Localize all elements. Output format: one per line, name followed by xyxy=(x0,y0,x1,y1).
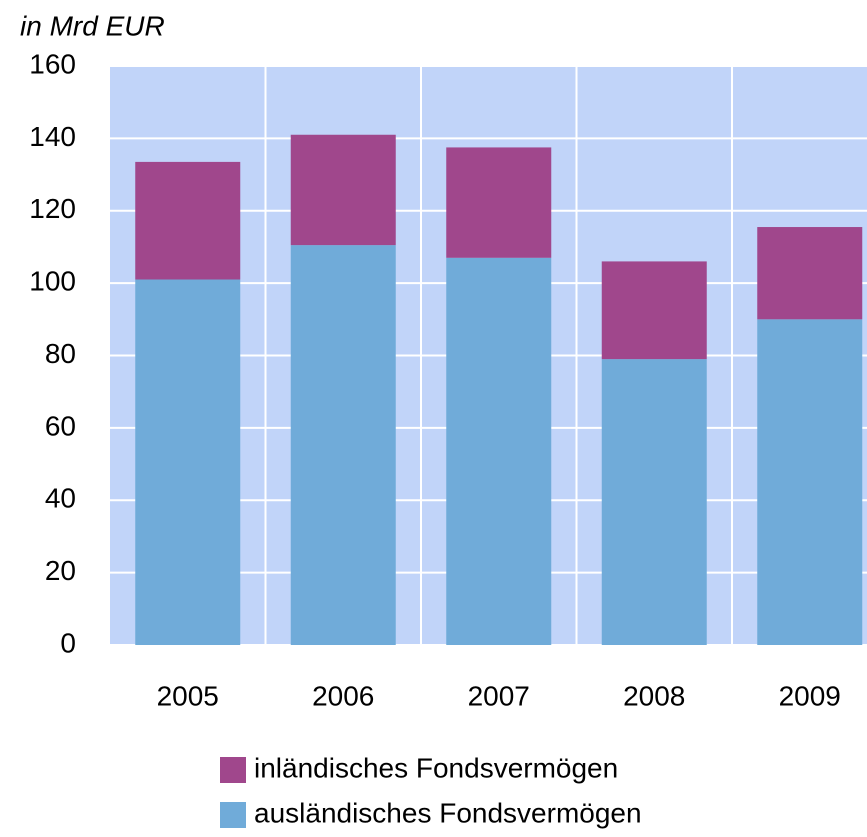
x-tick-label: 2007 xyxy=(468,680,530,711)
bar-segment xyxy=(135,161,241,280)
chart-subtitle: in Mrd EUR xyxy=(20,10,165,41)
x-tick-label: 2006 xyxy=(312,680,374,711)
y-tick-label: 40 xyxy=(45,483,76,514)
bar-segment xyxy=(290,134,396,246)
bar-segment xyxy=(757,227,863,320)
legend-label: inländisches Fondsvermögen xyxy=(254,752,618,783)
y-tick-label: 160 xyxy=(29,48,76,79)
y-tick-label: 120 xyxy=(29,193,76,224)
legend-swatch xyxy=(220,757,246,783)
bar-segment xyxy=(757,319,863,645)
x-tick-label: 2005 xyxy=(157,680,219,711)
bar-segment xyxy=(601,261,707,360)
y-tick-label: 80 xyxy=(45,338,76,369)
bar-segment xyxy=(446,147,552,258)
x-tick-label: 2009 xyxy=(779,680,841,711)
y-tick-label: 100 xyxy=(29,266,76,297)
y-tick-label: 60 xyxy=(45,410,76,441)
y-tick-label: 0 xyxy=(60,627,76,658)
bar-segment xyxy=(290,245,396,646)
x-tick-label: 2008 xyxy=(623,680,685,711)
bar-segment xyxy=(601,359,707,645)
bar-segment xyxy=(135,279,241,645)
legend-swatch xyxy=(220,802,246,828)
legend-label: ausländisches Fondsvermögen xyxy=(254,797,642,828)
y-tick-label: 20 xyxy=(45,555,76,586)
bar-segment xyxy=(446,257,552,645)
y-tick-label: 140 xyxy=(29,121,76,152)
